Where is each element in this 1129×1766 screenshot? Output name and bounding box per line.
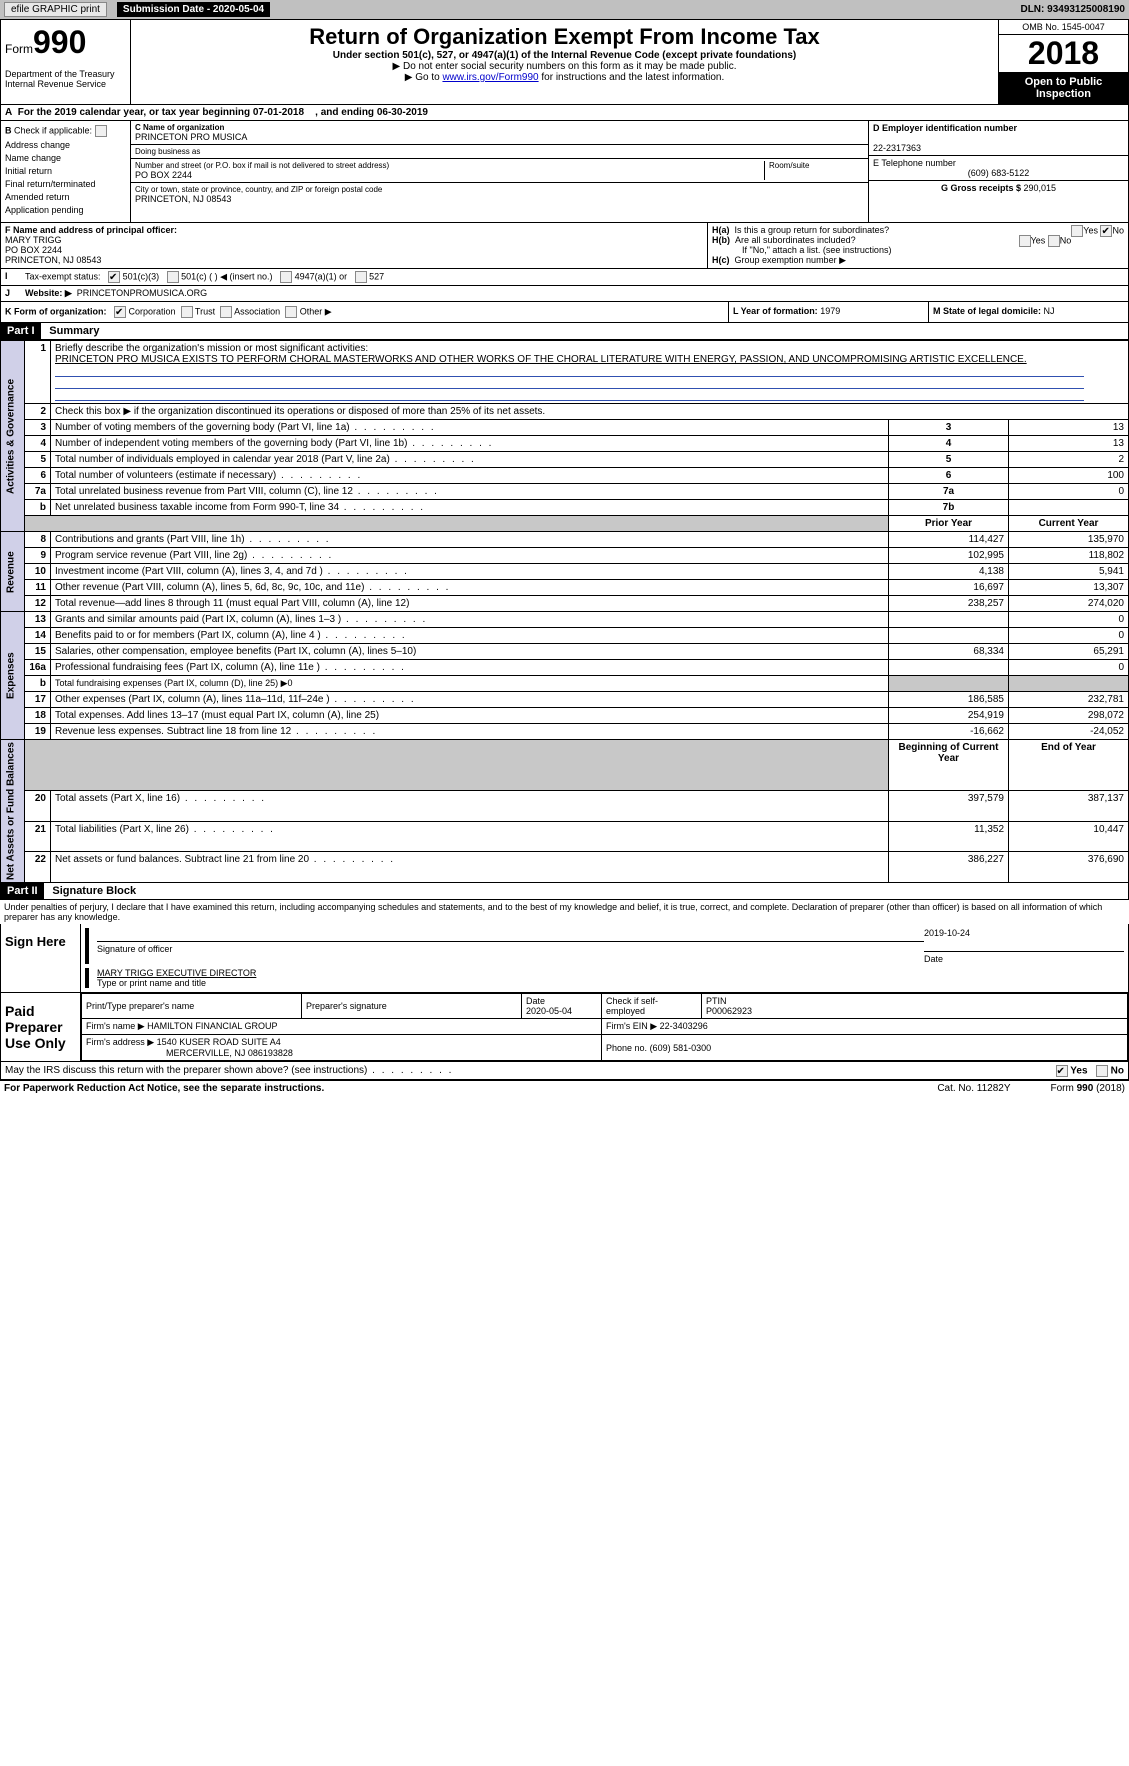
form-ref: Form 990 (2018)	[1051, 1083, 1125, 1094]
street: PO BOX 2244	[135, 170, 764, 180]
form-subtitle: Under section 501(c), 527, or 4947(a)(1)…	[135, 50, 994, 61]
row-fgh: F Name and address of principal officer:…	[0, 223, 1129, 269]
checkbox-no[interactable]	[1048, 235, 1060, 247]
form-header: Form990 Department of the Treasury Inter…	[0, 19, 1129, 105]
chk-address: Address change	[5, 140, 126, 150]
submission-date: Submission Date - 2020-05-04	[117, 2, 270, 17]
paperwork-notice: For Paperwork Reduction Act Notice, see …	[4, 1083, 324, 1094]
checkbox-assoc[interactable]	[220, 306, 232, 318]
checkbox-discuss-yes[interactable]	[1056, 1065, 1068, 1077]
form-number: Form990	[5, 24, 126, 61]
chk-amended: Amended return	[5, 192, 126, 202]
checkbox-no[interactable]	[1100, 225, 1112, 237]
phone: (609) 683-5122	[873, 168, 1124, 178]
part2-header: Part II Signature Block	[0, 883, 1129, 900]
dln-label: DLN: 93493125008190	[1020, 4, 1125, 15]
checkbox-discuss-no[interactable]	[1096, 1065, 1108, 1077]
signature-block: Sign Here Signature of officer 2019-10-2…	[0, 924, 1129, 993]
gross-receipts: 290,015	[1024, 183, 1057, 193]
ein: 22-2317363	[873, 143, 921, 153]
section-b: B Check if applicable: Address change Na…	[1, 121, 131, 222]
checkbox-501c[interactable]	[167, 271, 179, 283]
side-expenses: Expenses	[1, 612, 25, 740]
section-c: C Name of organization PRINCETON PRO MUS…	[131, 121, 868, 222]
checkbox[interactable]	[95, 125, 107, 137]
checkbox-4947[interactable]	[280, 271, 292, 283]
footer: For Paperwork Reduction Act Notice, see …	[0, 1080, 1129, 1096]
section-a: A For the 2019 calendar year, or tax yea…	[0, 105, 1129, 121]
ptin: P00062923	[706, 1006, 752, 1016]
paid-preparer-label: Paid Preparer Use Only	[1, 993, 81, 1061]
checkbox-527[interactable]	[355, 271, 367, 283]
chk-namechange: Name change	[5, 153, 126, 163]
form-note2: ▶ Go to www.irs.gov/Form990 for instruct…	[135, 72, 994, 83]
website: PRINCETONPROMUSICA.ORG	[77, 288, 207, 298]
checkbox-other[interactable]	[285, 306, 297, 318]
cat-no: Cat. No. 11282Y	[937, 1083, 1010, 1094]
chk-initial: Initial return	[5, 166, 126, 176]
side-netassets: Net Assets or Fund Balances	[1, 740, 25, 883]
checkbox-501c3[interactable]	[108, 271, 120, 283]
checkbox-yes[interactable]	[1071, 225, 1083, 237]
row-bcde: B Check if applicable: Address change Na…	[0, 121, 1129, 223]
form-title: Return of Organization Exempt From Incom…	[135, 24, 994, 50]
checkbox-trust[interactable]	[181, 306, 193, 318]
row-i: I Tax-exempt status: 501(c)(3) 501(c) ( …	[0, 269, 1129, 286]
dept-label: Department of the Treasury Internal Reve…	[5, 69, 126, 89]
preparer-block: Paid Preparer Use Only Print/Type prepar…	[0, 993, 1129, 1062]
firm-name: HAMILTON FINANCIAL GROUP	[147, 1021, 277, 1031]
checkbox-yes[interactable]	[1019, 235, 1031, 247]
discuss-row: May the IRS discuss this return with the…	[0, 1062, 1129, 1080]
topbar: efile GRAPHIC print Submission Date - 20…	[0, 0, 1129, 19]
side-activities: Activities & Governance	[1, 341, 25, 532]
open-to-public: Open to Public Inspection	[999, 72, 1128, 104]
sign-here-label: Sign Here	[1, 924, 81, 992]
section-de: D Employer identification number 22-2317…	[868, 121, 1128, 222]
chk-final: Final return/terminated	[5, 179, 126, 189]
part1-header: Part I Summary	[0, 323, 1129, 340]
city: PRINCETON, NJ 08543	[135, 194, 864, 204]
omb-number: OMB No. 1545-0047	[999, 20, 1128, 35]
checkbox-corp[interactable]	[114, 306, 126, 318]
sig-date: 2019-10-24	[924, 928, 1124, 938]
section-f: F Name and address of principal officer:…	[1, 223, 708, 268]
mission-text: PRINCETON PRO MUSICA EXISTS TO PERFORM C…	[55, 354, 1027, 365]
chk-pending: Application pending	[5, 205, 126, 215]
tax-year: 2018	[999, 35, 1128, 72]
org-name: PRINCETON PRO MUSICA	[135, 132, 864, 142]
section-h: H(a) Is this a group return for subordin…	[708, 223, 1128, 268]
irs-link[interactable]: www.irs.gov/Form990	[442, 72, 538, 83]
row-j: J Website: ▶ PRINCETONPROMUSICA.ORG	[0, 286, 1129, 302]
form-note1: ▶ Do not enter social security numbers o…	[135, 61, 994, 72]
declaration: Under penalties of perjury, I declare th…	[0, 900, 1129, 924]
summary-table: Activities & Governance 1 Briefly descri…	[0, 340, 1129, 883]
efile-button[interactable]: efile GRAPHIC print	[4, 2, 107, 17]
officer-name: MARY TRIGG EXECUTIVE DIRECTOR	[97, 968, 1124, 978]
side-revenue: Revenue	[1, 532, 25, 612]
row-klm: K Form of organization: Corporation Trus…	[0, 302, 1129, 323]
